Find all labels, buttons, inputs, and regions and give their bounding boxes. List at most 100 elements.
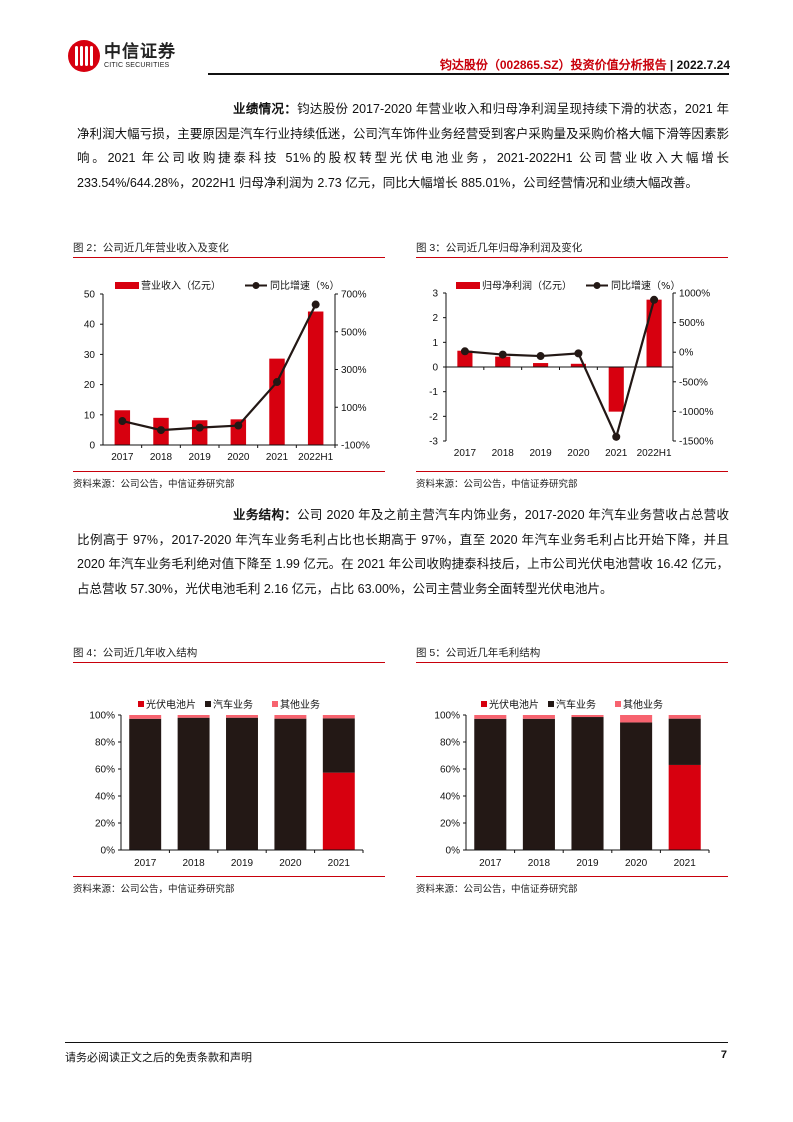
figure-bottom-rule (73, 876, 385, 877)
report-date: 2022.7.24 (676, 58, 730, 72)
stacked-bar-segment (522, 718, 555, 850)
svg-text:2019: 2019 (189, 452, 212, 463)
data-point (195, 423, 204, 432)
stacked-bar-segment (571, 715, 604, 718)
svg-text:2019: 2019 (231, 858, 254, 869)
paragraph-body: 钧达股份 2017-2020 年营业收入和归母净利润呈现持续下滑的状态，2021… (77, 102, 729, 190)
stacked-bar-segment (620, 715, 653, 723)
svg-text:100%: 100% (434, 711, 460, 722)
legend-line-marker-icon (252, 282, 260, 289)
net-profit-chart: 归母净利润（亿元） 同比增速（%） -3 -2 -1 0 1 2 3 -1500% -1000% -5… (416, 258, 728, 471)
stacked-bar-segment (668, 718, 701, 765)
stacked-bar-segment (474, 718, 507, 850)
paragraph-lead: 业务结构： (233, 508, 298, 522)
svg-text:-1: -1 (429, 387, 438, 398)
svg-text:2017: 2017 (111, 452, 134, 463)
svg-text:0%: 0% (679, 348, 694, 359)
svg-text:40: 40 (84, 320, 96, 331)
svg-text:汽车业务: 汽车业务 (213, 698, 253, 711)
stacked-bar-segment (668, 764, 701, 850)
svg-text:300%: 300% (341, 365, 367, 376)
stacked-bar-segment (226, 715, 258, 718)
svg-text:20%: 20% (440, 819, 460, 830)
figure-4: 图 4：公司近几年收入结构 光伏电池片 汽车业务 其他业务 0% 20% 40% 60% 80… (73, 645, 385, 895)
svg-text:50: 50 (84, 290, 96, 301)
figure-source: 资料来源：公司公告，中信证券研究部 (73, 884, 235, 895)
legend-swatch-icon (205, 701, 211, 707)
data-point (574, 349, 583, 358)
svg-text:2018: 2018 (182, 858, 205, 869)
figure-title: 图 3：公司近几年归母净利润及变化 (416, 242, 583, 254)
svg-text:2: 2 (432, 313, 438, 324)
footer-disclaimer: 请务必阅读正文之后的免责条款和声明 (65, 1052, 252, 1064)
data-bar (608, 367, 624, 412)
data-bar (570, 363, 586, 367)
svg-text:60%: 60% (95, 765, 115, 776)
svg-text:0%: 0% (101, 846, 116, 857)
data-point (157, 426, 165, 435)
svg-text:700%: 700% (341, 290, 367, 301)
data-point (498, 350, 507, 359)
svg-text:0%: 0% (446, 846, 461, 857)
svg-text:光伏电池片: 光伏电池片 (489, 698, 539, 711)
logo-english-name: CITIC SECURITIES (104, 61, 170, 69)
svg-text:营业收入（亿元）: 营业收入（亿元） (141, 279, 221, 292)
figure-5: 图 5：公司近几年毛利结构 光伏电池片 汽车业务 其他业务 0% 20% 40% 60% 80… (416, 645, 728, 895)
svg-text:2021: 2021 (328, 858, 351, 869)
svg-text:40%: 40% (440, 792, 460, 803)
citic-logo-icon (68, 40, 100, 72)
data-bar (269, 358, 285, 445)
paragraph-lead: 业绩情况： (233, 102, 298, 116)
citic-logo: 中信证券 CITIC SECURITIES (68, 40, 176, 72)
svg-text:2017: 2017 (134, 858, 157, 869)
svg-text:1000%: 1000% (679, 289, 710, 300)
figure-source: 资料来源：公司公告，中信证券研究部 (416, 479, 578, 490)
svg-text:2020: 2020 (625, 858, 648, 869)
data-point (311, 300, 320, 309)
stacked-bar-segment (474, 715, 507, 719)
data-point (273, 378, 281, 387)
svg-text:2021: 2021 (266, 452, 289, 463)
svg-text:2017: 2017 (479, 858, 502, 869)
figure-title-rule (73, 662, 385, 663)
svg-text:500%: 500% (341, 327, 367, 338)
data-point (118, 417, 127, 426)
chart-legend: 营业收入（亿元） 同比增速（%） (115, 279, 340, 292)
stacked-bar-segment (274, 715, 307, 719)
svg-text:500%: 500% (679, 318, 705, 329)
stacked-bar-segment (226, 717, 258, 850)
svg-text:2019: 2019 (576, 858, 599, 869)
stacked-bar-segment (322, 715, 355, 719)
paragraph-performance: 业绩情况：钧达股份 2017-2020 年营业收入和归母净利润呈现持续下滑的状态… (77, 97, 729, 195)
svg-text:40%: 40% (95, 792, 115, 803)
svg-text:80%: 80% (440, 738, 460, 749)
legend-bar-swatch-icon (115, 282, 139, 289)
svg-text:同比增速（%）: 同比增速（%） (270, 279, 340, 292)
svg-text:2017: 2017 (454, 448, 477, 459)
figure-2: 图 2：公司近几年营业收入及变化 营业收入（亿元） 同比增速（%） 0 10 20 30 4… (73, 240, 385, 490)
chart-legend: 光伏电池片 汽车业务 其他业务 (481, 698, 663, 711)
legend-line-marker-icon (593, 282, 601, 289)
report-title: 钧达股份（002865.SZ）投资价值分析报告 | 2022.7.24 (440, 56, 730, 73)
legend-bar-swatch-icon (456, 282, 480, 289)
paragraph-body: 公司 2020 年及之前主营汽车内饰业务，2017-2020 年汽车业务营收占总… (77, 508, 729, 596)
figure-source: 资料来源：公司公告，中信证券研究部 (73, 479, 235, 490)
svg-text:-100%: -100% (341, 441, 370, 452)
svg-text:2018: 2018 (492, 448, 515, 459)
stacked-bar-segment (620, 722, 653, 850)
data-point (460, 347, 469, 356)
svg-text:2022H1: 2022H1 (637, 448, 672, 459)
revenue-chart: 营业收入（亿元） 同比增速（%） 0 10 20 30 40 50 -100% 100% 300% 5… (73, 258, 385, 471)
revenue-structure-chart: 光伏电池片 汽车业务 其他业务 0% 20% 40% 60% 80% 100% 2017 2018 2… (73, 663, 385, 876)
svg-text:-1000%: -1000% (679, 407, 714, 418)
svg-text:30: 30 (84, 350, 96, 361)
svg-text:2020: 2020 (279, 858, 302, 869)
stacked-bar-segment (274, 718, 307, 850)
svg-text:20%: 20% (95, 819, 115, 830)
svg-text:1: 1 (432, 338, 438, 349)
data-point (536, 352, 545, 361)
figure-title-rule (416, 662, 728, 663)
svg-text:2018: 2018 (150, 452, 173, 463)
data-bar (457, 350, 473, 367)
data-bar (307, 311, 324, 445)
